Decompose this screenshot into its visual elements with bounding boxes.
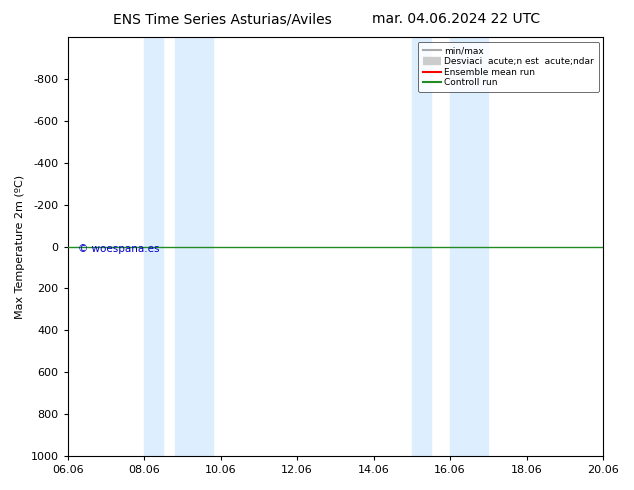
Y-axis label: Max Temperature 2m (ºC): Max Temperature 2m (ºC) — [15, 174, 25, 318]
Bar — [412, 37, 431, 456]
Legend: min/max, Desviaci  acute;n est  acute;ndar, Ensemble mean run, Controll run: min/max, Desviaci acute;n est acute;ndar… — [418, 42, 598, 92]
Text: © woespana.es: © woespana.es — [78, 245, 160, 254]
Bar — [144, 37, 163, 456]
Bar — [175, 37, 213, 456]
Bar — [450, 37, 488, 456]
Text: ENS Time Series Asturias/Aviles: ENS Time Series Asturias/Aviles — [112, 12, 332, 26]
Text: mar. 04.06.2024 22 UTC: mar. 04.06.2024 22 UTC — [372, 12, 541, 26]
